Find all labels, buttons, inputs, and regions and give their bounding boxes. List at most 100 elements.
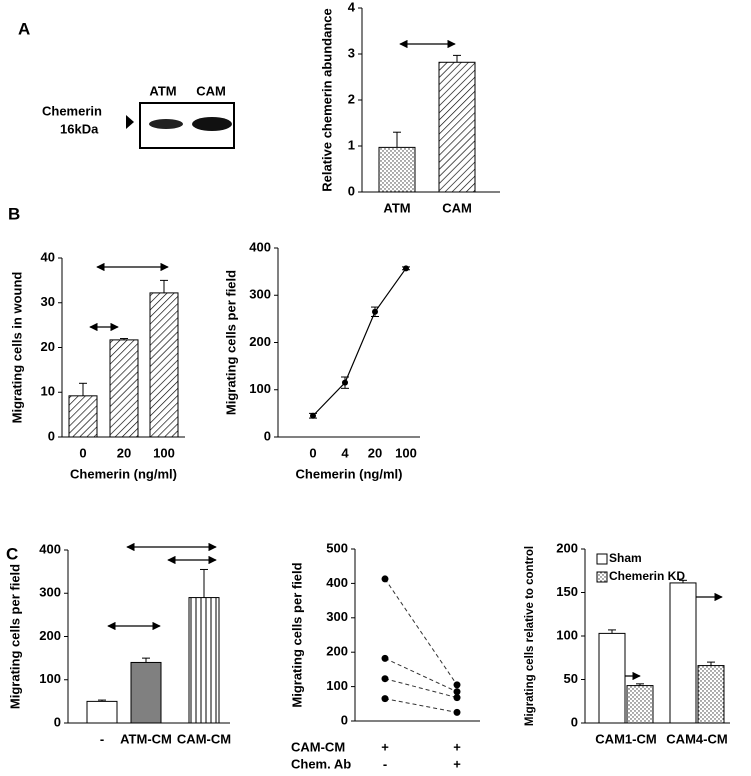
bar <box>378 146 416 193</box>
data-point <box>453 708 461 716</box>
data-point <box>403 265 409 272</box>
y-axis-label: Migrating cells in wound <box>9 272 24 424</box>
blot-protein: Chemerin <box>42 103 102 118</box>
y-tick-label: 200 <box>556 540 578 555</box>
x-axis-label: Chemerin (ng/ml) <box>296 466 403 481</box>
row-label: CAM-CM <box>291 739 345 754</box>
y-tick-label: 300 <box>39 585 61 600</box>
bar <box>149 292 179 438</box>
y-tick-label: 100 <box>326 678 348 693</box>
y-tick-label: 0 <box>264 428 271 443</box>
data-point <box>453 694 461 702</box>
data-point <box>310 412 316 419</box>
y-tick-label: 200 <box>326 644 348 659</box>
y-tick-label: 100 <box>249 381 271 396</box>
legend-swatch <box>596 571 608 583</box>
data-point <box>342 379 348 386</box>
paired-line <box>384 678 458 699</box>
bar <box>598 632 626 724</box>
y-tick-label: 50 <box>564 671 578 686</box>
x-axis-label: Chemerin (ng/ml) <box>70 466 177 481</box>
legend-label: Sham <box>609 551 642 565</box>
bar <box>669 582 697 724</box>
y-tick-label: 0 <box>348 183 355 198</box>
band-pointer <box>126 115 134 129</box>
bar <box>188 597 220 724</box>
y-tick-label: 150 <box>556 584 578 599</box>
data-point <box>381 675 389 683</box>
paired-line <box>384 698 458 713</box>
data-point <box>453 688 461 696</box>
bar <box>109 339 139 438</box>
y-axis-label: Migrating cells per field <box>223 270 238 415</box>
y-tick-label: 20 <box>41 339 55 354</box>
paired-line <box>384 657 458 693</box>
blot-band <box>149 119 183 129</box>
row-cell: + <box>453 739 461 754</box>
panel-label: A <box>18 19 30 38</box>
lane-label: ATM <box>149 83 176 98</box>
y-tick-label: 0 <box>571 714 578 729</box>
lane-label: CAM <box>196 83 226 98</box>
data-point <box>381 654 389 662</box>
y-tick-label: 300 <box>326 609 348 624</box>
row-cell: + <box>381 739 389 754</box>
y-axis-label: Migrating cells per field <box>289 562 304 707</box>
x-tick-label: 20 <box>368 445 382 460</box>
x-tick-label: 4 <box>341 445 349 460</box>
data-point <box>381 575 389 583</box>
y-tick-label: 500 <box>326 540 348 555</box>
y-tick-label: 30 <box>41 294 55 309</box>
panel-label: C <box>6 544 18 563</box>
data-line <box>312 267 407 417</box>
x-tick-label: CAM <box>442 200 472 215</box>
bar <box>130 661 162 724</box>
y-tick-label: 10 <box>41 384 55 399</box>
legend-swatch <box>596 553 608 565</box>
y-tick-label: 40 <box>41 249 55 264</box>
blot-size: 16kDa <box>60 121 99 136</box>
x-tick-label: 0 <box>309 445 316 460</box>
y-tick-label: 300 <box>249 287 271 302</box>
legend-label: Chemerin KD <box>609 569 685 583</box>
x-tick-label: 100 <box>395 445 417 460</box>
paired-line <box>384 578 458 686</box>
y-tick-label: 0 <box>54 714 61 729</box>
y-tick-label: 0 <box>48 428 55 443</box>
y-tick-label: 2 <box>348 91 355 106</box>
x-tick-label: 20 <box>117 445 131 460</box>
x-tick-label: CAM4-CM <box>666 731 727 746</box>
y-axis-label: Relative chemerin abundance <box>319 8 334 192</box>
data-point <box>381 695 389 703</box>
y-axis-label: Migrating cells per field <box>7 564 22 709</box>
bar <box>626 685 654 724</box>
data-point <box>372 308 378 315</box>
y-tick-label: 400 <box>249 239 271 254</box>
y-tick-label: 100 <box>556 627 578 642</box>
y-tick-label: 4 <box>348 0 356 14</box>
y-axis-label: Migrating cells relative to control <box>524 546 536 726</box>
row-cell: - <box>383 756 387 771</box>
y-tick-label: 100 <box>39 671 61 686</box>
bar <box>86 700 118 724</box>
x-tick-label: 100 <box>153 445 175 460</box>
y-tick-label: 0 <box>341 712 348 727</box>
x-tick-label: ATM-CM <box>120 731 172 746</box>
x-tick-label: ATM <box>383 200 410 215</box>
x-tick-label: 0 <box>79 445 86 460</box>
y-tick-label: 1 <box>348 137 355 152</box>
bar <box>68 395 98 438</box>
blot-band <box>192 117 232 131</box>
x-tick-label: - <box>100 731 104 746</box>
row-cell: + <box>453 756 461 771</box>
data-point <box>453 681 461 689</box>
bar <box>438 61 476 193</box>
panel-label: B <box>8 204 20 223</box>
y-tick-label: 400 <box>39 541 61 556</box>
y-tick-label: 200 <box>39 628 61 643</box>
x-tick-label: CAM1-CM <box>595 731 656 746</box>
y-tick-label: 400 <box>326 575 348 590</box>
y-tick-label: 3 <box>348 45 355 60</box>
